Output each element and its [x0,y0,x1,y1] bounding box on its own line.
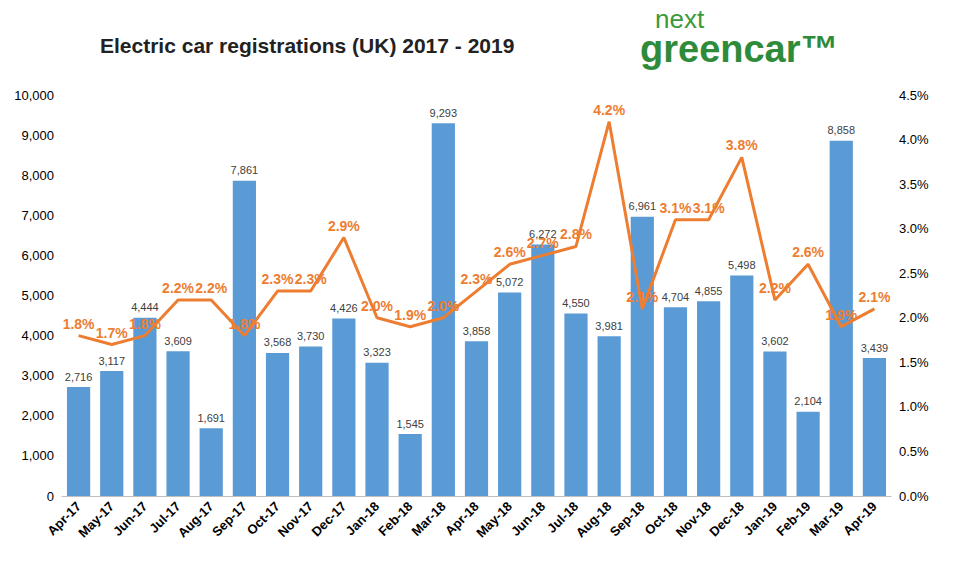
svg-text:1.8%: 1.8% [228,316,260,332]
svg-text:1,691: 1,691 [197,412,225,424]
svg-text:3,000: 3,000 [21,368,54,383]
svg-text:4.0%: 4.0% [899,132,929,147]
svg-text:1.8%: 1.8% [63,316,95,332]
svg-text:Oct-18: Oct-18 [641,498,681,538]
svg-text:1,000: 1,000 [21,448,54,463]
svg-text:2.6%: 2.6% [494,244,526,260]
svg-text:2.2%: 2.2% [195,280,227,296]
svg-text:3,117: 3,117 [98,355,125,367]
svg-text:3.1%: 3.1% [659,200,691,216]
svg-text:Sep-17: Sep-17 [209,499,250,540]
svg-text:2.1%: 2.1% [858,289,890,305]
svg-text:4,704: 4,704 [662,291,690,303]
svg-text:Jun-17: Jun-17 [110,499,150,539]
svg-text:5,072: 5,072 [496,276,524,288]
svg-text:2.3%: 2.3% [461,271,493,287]
svg-text:0.5%: 0.5% [899,444,929,459]
svg-text:Aug-17: Aug-17 [175,499,217,541]
svg-text:3.0%: 3.0% [899,221,929,236]
svg-text:Dec-18: Dec-18 [706,499,747,540]
svg-text:Nov-17: Nov-17 [275,499,316,540]
svg-text:2.0%: 2.0% [361,298,393,314]
svg-text:2.8%: 2.8% [560,226,592,242]
svg-text:3,602: 3,602 [761,335,789,347]
svg-text:7,861: 7,861 [231,164,259,176]
svg-text:2,000: 2,000 [21,408,54,423]
svg-text:greencar™: greencar™ [640,28,839,70]
svg-text:3,609: 3,609 [164,335,192,347]
svg-text:6,961: 6,961 [629,200,657,212]
svg-text:4,444: 4,444 [131,301,159,313]
svg-text:Sep-18: Sep-18 [607,499,648,540]
svg-text:1.8%: 1.8% [129,316,161,332]
svg-text:Mar-18: Mar-18 [408,499,448,539]
svg-text:May-17: May-17 [75,499,117,541]
svg-text:9,293: 9,293 [430,107,458,119]
svg-text:3,568: 3,568 [264,336,292,348]
svg-text:3.5%: 3.5% [899,177,929,192]
svg-text:10,000: 10,000 [14,88,54,103]
svg-text:4,426: 4,426 [330,302,358,314]
svg-text:Jul-17: Jul-17 [146,498,184,536]
svg-text:1.0%: 1.0% [899,399,929,414]
svg-text:Apr-17: Apr-17 [44,498,84,539]
svg-text:Apr-18: Apr-18 [442,498,482,539]
svg-text:2.5%: 2.5% [899,266,929,281]
svg-text:Oct-17: Oct-17 [243,498,283,538]
svg-text:5,000: 5,000 [21,288,54,303]
svg-text:Apr-19: Apr-19 [840,499,880,539]
svg-text:2.7%: 2.7% [527,235,559,251]
svg-text:May-18: May-18 [473,499,515,541]
svg-text:2.2%: 2.2% [759,280,791,296]
svg-text:2.0%: 2.0% [899,310,929,325]
svg-text:4,550: 4,550 [562,297,590,309]
svg-text:Aug-18: Aug-18 [573,499,615,541]
svg-text:1.7%: 1.7% [96,325,128,341]
svg-text:4.2%: 4.2% [593,102,625,118]
svg-text:4.5%: 4.5% [899,88,929,103]
svg-text:2,104: 2,104 [794,395,822,407]
svg-text:3.1%: 3.1% [693,200,725,216]
svg-text:2.0%: 2.0% [427,298,459,314]
svg-text:2,716: 2,716 [65,371,93,383]
svg-text:Feb-19: Feb-19 [773,499,813,539]
svg-text:Jan-19: Jan-19 [741,499,781,539]
svg-text:3,981: 3,981 [595,320,623,332]
svg-text:2.6%: 2.6% [792,244,824,260]
svg-text:1.9%: 1.9% [825,307,857,323]
svg-text:3,730: 3,730 [297,330,325,342]
svg-text:Jan-18: Jan-18 [343,499,383,539]
svg-text:9,000: 9,000 [21,128,54,143]
svg-text:3.8%: 3.8% [726,137,758,153]
svg-text:0.0%: 0.0% [899,489,929,504]
svg-text:3,439: 3,439 [861,342,889,354]
svg-text:1.5%: 1.5% [899,355,929,370]
svg-text:2.3%: 2.3% [295,271,327,287]
svg-text:7,000: 7,000 [21,208,54,223]
svg-text:2.3%: 2.3% [262,271,294,287]
svg-text:6,000: 6,000 [21,248,54,263]
svg-text:2.1%: 2.1% [626,289,658,305]
svg-text:4,000: 4,000 [21,328,54,343]
svg-text:8,000: 8,000 [21,168,54,183]
svg-text:Dec-17: Dec-17 [308,499,349,540]
svg-text:2.2%: 2.2% [162,280,194,296]
svg-text:6,272: 6,272 [529,228,557,240]
svg-text:2.9%: 2.9% [328,218,360,234]
svg-text:Jun-18: Jun-18 [508,499,548,539]
svg-text:3,323: 3,323 [363,346,391,358]
svg-text:Feb-18: Feb-18 [375,499,415,539]
svg-text:1.9%: 1.9% [394,307,426,323]
svg-text:next: next [655,4,705,34]
svg-text:Nov-18: Nov-18 [673,499,714,540]
svg-text:3,858: 3,858 [463,325,491,337]
svg-text:0: 0 [47,489,54,504]
svg-text:Electric car registrations (UK: Electric car registrations (UK) 2017 - 2… [100,34,514,57]
svg-text:Mar-19: Mar-19 [806,499,846,539]
svg-text:4,855: 4,855 [695,285,723,297]
svg-text:8,858: 8,858 [827,124,855,136]
svg-text:Jul-18: Jul-18 [544,498,582,536]
svg-text:1,545: 1,545 [396,418,424,430]
svg-text:5,498: 5,498 [728,259,756,271]
